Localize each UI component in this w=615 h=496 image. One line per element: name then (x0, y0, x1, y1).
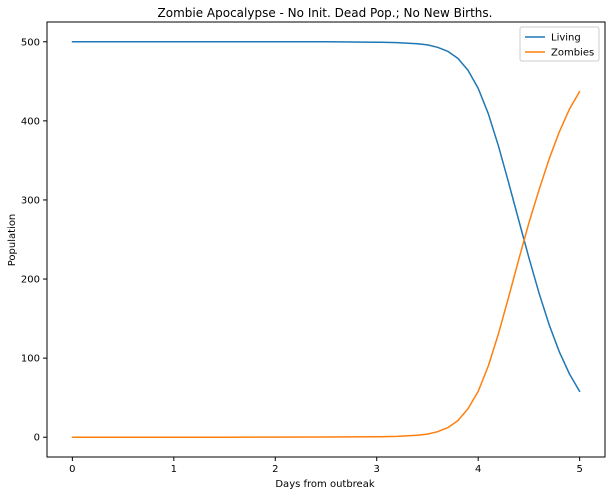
series-layer (71, 41, 581, 438)
x-tick-label: 4 (475, 464, 481, 475)
y-tick-label: 300 (21, 195, 40, 206)
y-tick-label: 100 (21, 354, 40, 365)
legend-label: Living (551, 33, 581, 44)
y-axis-label: Population (7, 214, 18, 267)
y-tick-label: 0 (34, 433, 40, 444)
legend-label: Zombies (551, 48, 594, 59)
chart-title: Zombie Apocalypse - No Init. Dead Pop.; … (158, 6, 493, 20)
x-axis: 0 1 2 3 4 5 (69, 457, 583, 475)
y-tick-label: 200 (21, 275, 40, 286)
x-tick-label: 1 (171, 464, 177, 475)
x-tick-label: 3 (374, 464, 380, 475)
y-axis: 0 100 200 300 400 500 (21, 37, 47, 444)
y-tick-label: 500 (21, 37, 40, 48)
x-tick-label: 0 (69, 464, 75, 475)
x-tick-label: 2 (272, 464, 278, 475)
series-line-zombies (71, 90, 581, 438)
x-axis-label: Days from outbreak (275, 479, 374, 490)
x-tick-label: 5 (576, 464, 582, 475)
plot-frame (46, 21, 606, 458)
series-line-living (71, 41, 581, 393)
legend: Living Zombies (519, 26, 600, 62)
y-tick-label: 400 (21, 116, 40, 127)
